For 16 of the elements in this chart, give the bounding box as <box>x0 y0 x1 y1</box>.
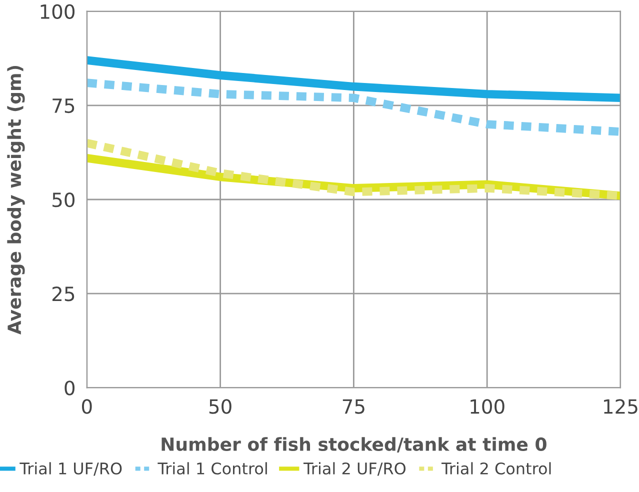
legend-label: Trial 1 UF/RO <box>20 462 122 476</box>
y-tick-label: 0 <box>64 380 74 396</box>
y-tick-label: 100 <box>40 4 74 19</box>
x-tick-label: 75 <box>342 399 364 414</box>
x-tick-label: 50 <box>209 399 232 414</box>
legend-label: Trial 2 UF/RO <box>303 462 406 476</box>
x-tick-label: 0 <box>82 399 92 414</box>
x-axis-title: Number of fish stocked/tank at time 0 <box>162 437 546 452</box>
x-tick-label: 125 <box>604 399 638 414</box>
x-tick-label: 100 <box>470 399 504 414</box>
y-axis-title: Average body weight (gm) <box>7 66 25 335</box>
legend-label: Trial 2 Control <box>441 462 551 475</box>
y-tick-label: 75 <box>52 98 74 114</box>
y-tick-label: 50 <box>52 192 74 208</box>
legend-label: Trial 1 Control <box>158 462 267 475</box>
y-tick-label: 25 <box>52 286 74 302</box>
